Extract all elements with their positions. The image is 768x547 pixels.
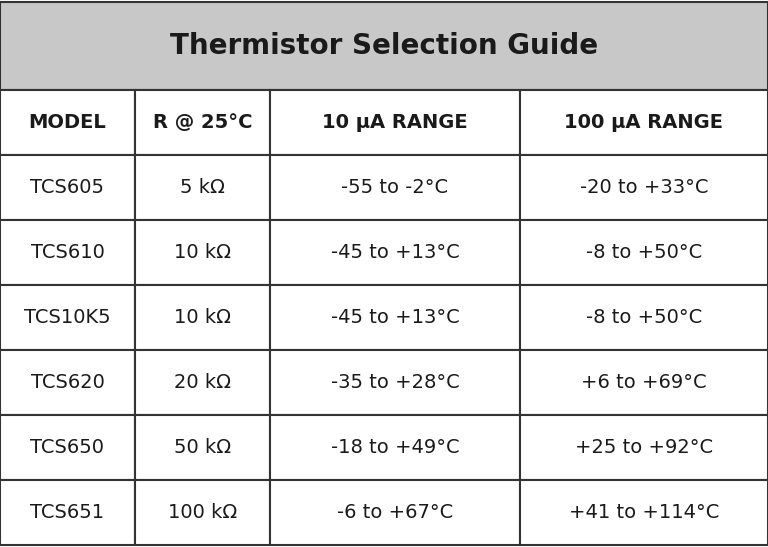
Bar [520, 285, 768, 350]
Bar [0, 220, 135, 285]
Bar [520, 350, 768, 415]
Bar [135, 285, 270, 350]
Text: 20 kΩ: 20 kΩ [174, 373, 231, 392]
Bar [520, 155, 768, 220]
Bar [520, 90, 768, 155]
Text: TCS620: TCS620 [31, 373, 104, 392]
Text: 10 kΩ: 10 kΩ [174, 243, 231, 262]
Bar [0, 90, 135, 155]
Bar [0, 350, 135, 415]
Text: -18 to +49°C: -18 to +49°C [331, 438, 459, 457]
Text: -45 to +13°C: -45 to +13°C [331, 243, 459, 262]
Bar [0, 2, 768, 90]
Bar [520, 415, 768, 480]
Bar [270, 90, 520, 155]
Text: +41 to +114°C: +41 to +114°C [569, 503, 719, 522]
Text: -45 to +13°C: -45 to +13°C [331, 308, 459, 327]
Text: Thermistor Selection Guide: Thermistor Selection Guide [170, 32, 598, 60]
Bar [0, 285, 135, 350]
Bar [270, 220, 520, 285]
Text: TCS10K5: TCS10K5 [24, 308, 111, 327]
Text: -8 to +50°C: -8 to +50°C [586, 243, 702, 262]
Text: 100 kΩ: 100 kΩ [168, 503, 237, 522]
Text: 10 μA RANGE: 10 μA RANGE [323, 113, 468, 132]
Text: 5 kΩ: 5 kΩ [180, 178, 225, 197]
Text: +25 to +92°C: +25 to +92°C [575, 438, 713, 457]
Text: -20 to +33°C: -20 to +33°C [580, 178, 708, 197]
Text: 10 kΩ: 10 kΩ [174, 308, 231, 327]
Bar [270, 415, 520, 480]
Text: 100 μA RANGE: 100 μA RANGE [564, 113, 723, 132]
Text: -35 to +28°C: -35 to +28°C [331, 373, 459, 392]
Text: -8 to +50°C: -8 to +50°C [586, 308, 702, 327]
Bar [270, 155, 520, 220]
Text: -6 to +67°C: -6 to +67°C [337, 503, 453, 522]
Text: MODEL: MODEL [28, 113, 107, 132]
Text: -55 to -2°C: -55 to -2°C [342, 178, 449, 197]
Bar [135, 155, 270, 220]
Bar [520, 480, 768, 545]
Bar [0, 415, 135, 480]
Bar [0, 155, 135, 220]
Bar [135, 90, 270, 155]
Bar [520, 220, 768, 285]
Text: R @ 25°C: R @ 25°C [153, 113, 252, 132]
Bar [135, 220, 270, 285]
Text: TCS610: TCS610 [31, 243, 104, 262]
Bar [0, 480, 135, 545]
Bar [135, 415, 270, 480]
Bar [270, 350, 520, 415]
Text: TCS605: TCS605 [31, 178, 104, 197]
Text: 50 kΩ: 50 kΩ [174, 438, 231, 457]
Bar [270, 480, 520, 545]
Bar [270, 285, 520, 350]
Text: +6 to +69°C: +6 to +69°C [581, 373, 707, 392]
Text: TCS650: TCS650 [31, 438, 104, 457]
Text: TCS651: TCS651 [31, 503, 104, 522]
Bar [135, 480, 270, 545]
Bar [135, 350, 270, 415]
